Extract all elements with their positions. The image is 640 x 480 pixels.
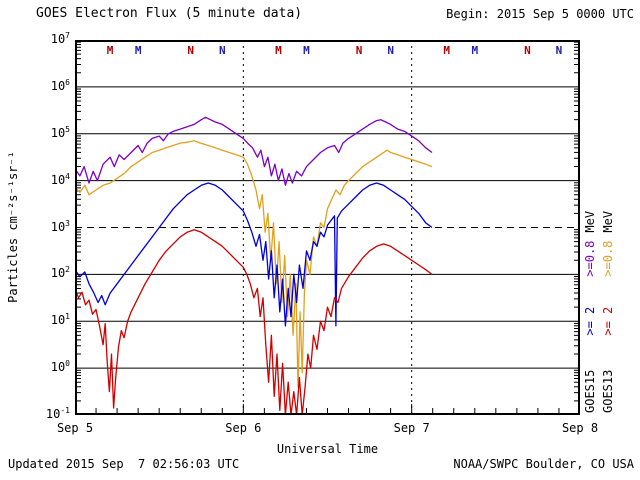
source-attribution: NOAA/SWPC Boulder, CO USA [453,457,634,471]
marker-m-goes13: M [275,44,282,57]
y-tick-label-10e3: 103 [50,218,70,234]
y-axis-label: Particles cm⁻²s⁻¹sr⁻¹ [6,151,20,303]
y-tick-label-10e4: 104 [50,171,70,187]
marker-n-goes15: N [555,44,563,57]
plot-area [75,40,580,415]
y-tick-label-10e7: 107 [50,31,70,47]
y-tick-label-10e1: 101 [50,312,70,328]
marker-m-goes15: M [471,44,479,57]
x-axis-label: Universal Time [276,442,379,456]
updated-timestamp: Updated 2015 Sep 7 02:56:03 UTC [8,457,240,471]
series-goes13-2-mev [75,229,433,415]
marker-m-goes13: M [443,44,451,57]
legend-goes15-ge08mev: >=0.8 [583,240,597,277]
marker-m-goes15: M [134,44,142,57]
marker-n-goes13: N [524,44,531,57]
marker-m-goes13: M [106,44,114,57]
x-tick-label-sep-7: Sep 7 [393,421,430,435]
y-tick-label-10e0: 100 [50,359,70,375]
y-tick-label-10e-1: 10-1 [45,406,70,422]
legend-goes15-ge2mev: >= 2 [583,306,597,336]
legend-goes13-ge2mev: >= 2 [601,306,615,336]
x-tick-label-sep-5: Sep 5 [56,421,94,435]
legend-goes13-mev-unit: MeV [601,210,615,233]
y-tick-exponent: 0 [65,359,70,369]
y-tick-exponent: 4 [65,171,70,181]
page-title: GOES Electron Flux (5 minute data) [36,6,303,21]
x-tick-label-sep-6: Sep 6 [225,421,262,435]
x-tick-label-sep-8: Sep 8 [561,421,599,435]
marker-n-goes15: N [387,44,394,57]
y-tick-label-10e6: 106 [50,77,70,93]
y-tick-exponent: -1 [60,406,70,415]
y-tick-exponent: 1 [65,312,70,322]
y-tick-exponent: 6 [65,77,70,87]
marker-n-goes15: N [218,44,226,57]
y-tick-label-10e5: 105 [50,124,70,140]
legend-goes15-name: GOES15 [583,369,597,413]
series-goes13-0-8-mev [75,140,433,388]
legend-goes13-ge08mev: >=0.8 [601,240,615,277]
y-tick-exponent: 5 [65,124,70,134]
marker-n-goes13: N [187,44,195,57]
legend-goes13-name: GOES13 [601,369,615,413]
legend-goes15-mev-unit: MeV [583,210,597,233]
begin-timestamp: Begin: 2015 Sep 5 0000 UTC [446,7,634,21]
marker-m-goes15: M [303,44,310,57]
legend-goes15: GOES15 >= 2 >=0.8 MeV [582,153,598,413]
y-tick-exponent: 7 [65,31,70,40]
y-tick-label-10e2: 102 [50,265,70,281]
series-goes15-0-8-mev [75,116,433,186]
y-tick-exponent: 3 [65,218,70,228]
plot-border [75,40,580,415]
legend-goes13: GOES13 >= 2 >=0.8 MeV [600,153,616,413]
y-tick-exponent: 2 [65,265,70,275]
series-goes15-2-mev [75,182,433,327]
chart-canvas [75,40,580,415]
marker-n-goes13: N [355,44,363,57]
